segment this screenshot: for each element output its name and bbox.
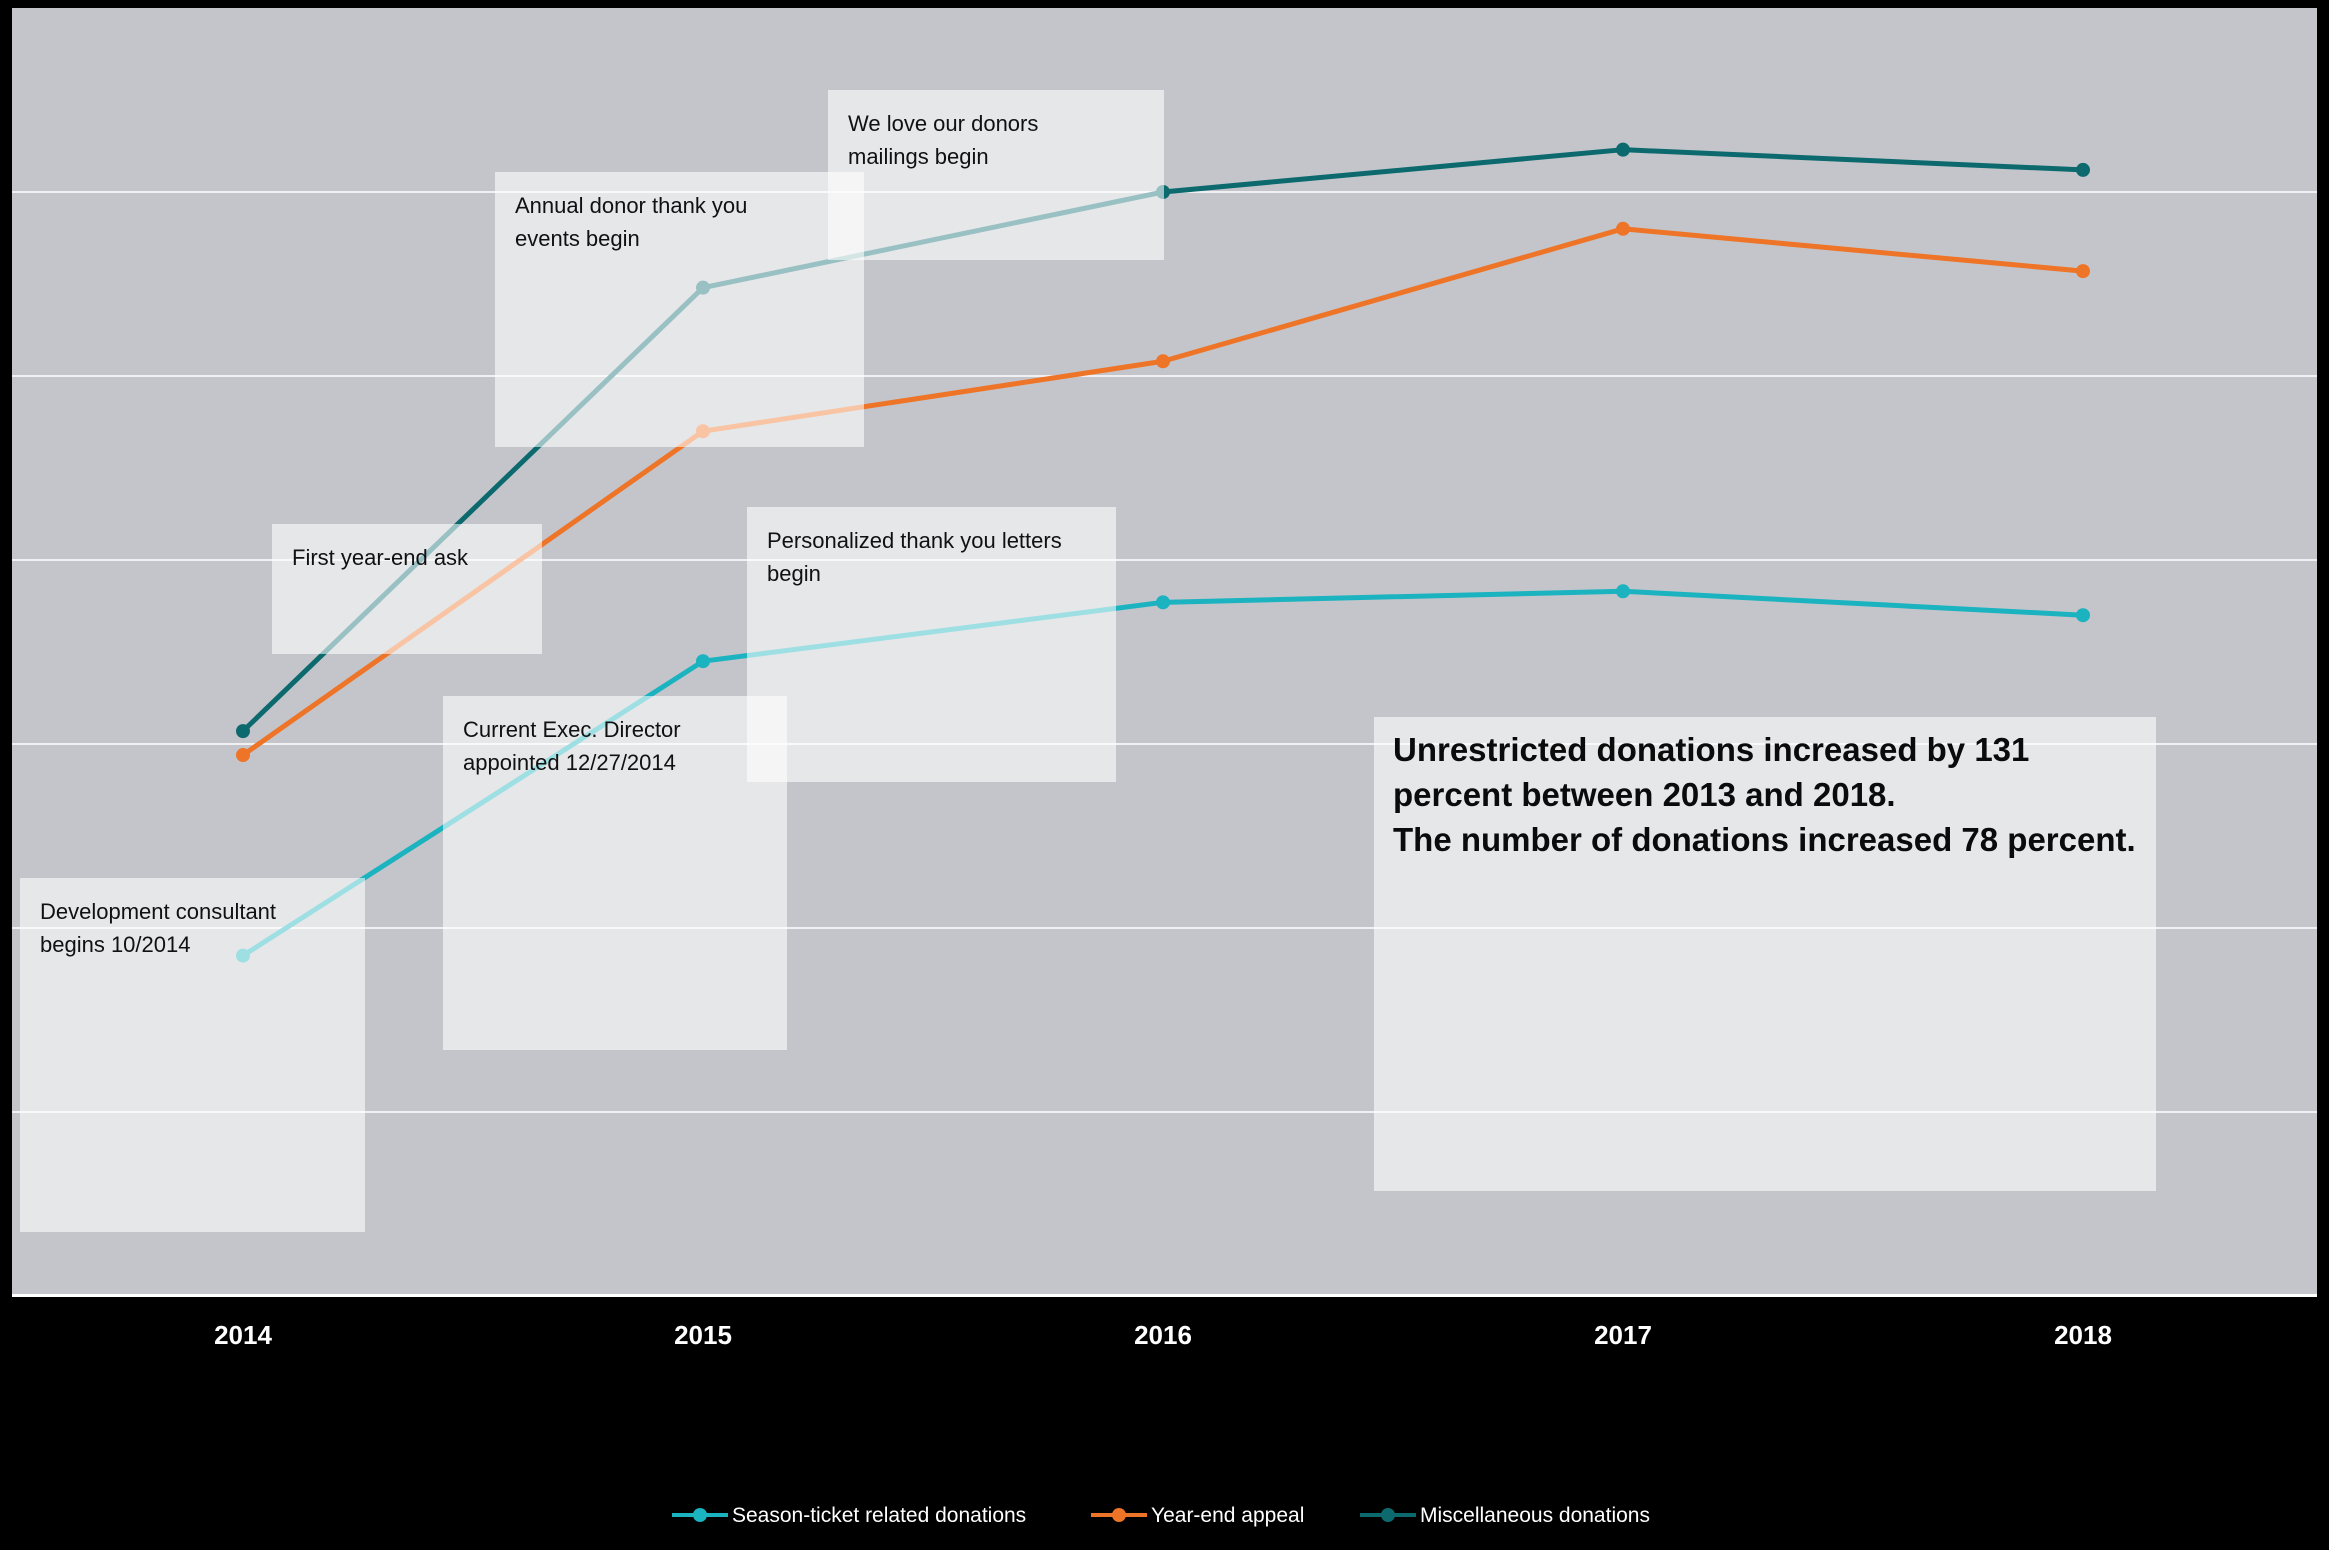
legend-swatch-dot (1381, 1508, 1395, 1522)
point-series1-2018 (2076, 264, 2090, 279)
legend-label: Year-end appeal (1151, 1504, 1304, 1527)
annotation-text: We love our donors (848, 111, 1038, 136)
annotation-mailings: We love our donors mailings begin (828, 90, 1164, 260)
annotation-dev-consultant: Development consultant begins 10/2014 (20, 878, 365, 1232)
legend: Season-ticket related donations Year-end … (672, 1504, 1650, 1527)
annotation-text: begin (767, 561, 821, 586)
annotation-text: mailings begin (848, 144, 989, 169)
legend-label: Miscellaneous donations (1420, 1504, 1650, 1527)
legend-item-1: Year-end appeal (1091, 1504, 1304, 1527)
x-tick-label-2018: 2018 (2054, 1320, 2112, 1350)
callout-box (1374, 717, 2156, 1191)
annotation-text: Current Exec. Director (463, 717, 681, 742)
x-tick-label-2017: 2017 (1594, 1320, 1652, 1350)
annotation-exec-director: Current Exec. Director appointed 12/27/20… (443, 696, 787, 1050)
annotation-box (495, 172, 864, 447)
annotation-text: appointed 12/27/2014 (463, 750, 676, 775)
annotation-text: Annual donor thank you (515, 193, 747, 218)
point-series0-2016 (1156, 595, 1170, 610)
annotation-text: Development consultant (40, 899, 276, 924)
x-tick-label-2015: 2015 (674, 1320, 732, 1350)
x-tick-label-2016: 2016 (1134, 1320, 1192, 1350)
point-series2-2017 (1616, 142, 1630, 157)
annotation-thank-you-events: Annual donor thank you events begin (495, 172, 864, 447)
callout-text: Unrestricted donations increased by 131 (1393, 731, 2029, 768)
legend-swatch-dot (693, 1508, 707, 1522)
plot-bottom-axis (12, 1294, 2317, 1297)
annotation-text: First year-end ask (292, 545, 469, 570)
point-series2-2014 (236, 724, 250, 739)
annotation-box (828, 90, 1164, 260)
point-series1-2017 (1616, 221, 1630, 236)
callout-text: The number of donations increased 78 per… (1393, 821, 2136, 858)
annotation-box (20, 878, 365, 1232)
annotation-text: begins 10/2014 (40, 932, 190, 957)
annotation-first-ask: First year-end ask (272, 524, 542, 654)
x-tick-label-2014: 2014 (214, 1320, 272, 1350)
point-series0-2018 (2076, 608, 2090, 623)
point-series2-2018 (2076, 162, 2090, 177)
point-series0-2017 (1616, 584, 1630, 599)
annotation-text: events begin (515, 226, 640, 251)
point-series1-2016 (1156, 354, 1170, 369)
legend-item-0: Season-ticket related donations (672, 1504, 1026, 1527)
legend-item-2: Miscellaneous donations (1360, 1504, 1650, 1527)
annotation-thank-you-letters: Personalized thank you letters begin (747, 507, 1116, 782)
point-series0-2015 (696, 654, 710, 669)
legend-swatch-dot (1112, 1508, 1126, 1522)
annotation-box (443, 696, 787, 1050)
annotation-text: Personalized thank you letters (767, 528, 1062, 553)
callout-text: percent between 2013 and 2018. (1393, 776, 1896, 813)
annotations: Development consultant begins 10/2014 Firs… (20, 90, 2156, 1232)
x-axis-tick-labels: 2014 2015 2016 2017 2018 (214, 1320, 2112, 1350)
annotation-box (272, 524, 542, 654)
annotation-box (747, 507, 1116, 782)
legend-label: Season-ticket related donations (732, 1504, 1026, 1527)
point-series1-2014 (236, 748, 250, 763)
summary-callout: Unrestricted donations increased by 131 p… (1374, 717, 2156, 1191)
